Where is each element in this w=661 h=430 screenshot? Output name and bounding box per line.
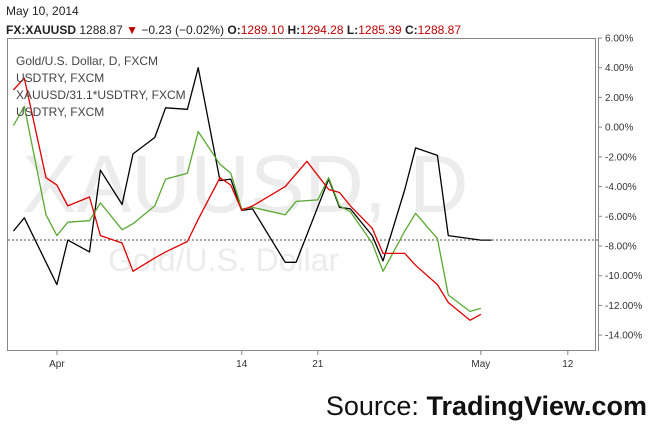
series-line-red bbox=[12, 77, 482, 321]
source-prefix: Source: bbox=[325, 391, 427, 421]
y-axis-ticks: 6.00% 4.00% 2.00% 0.00% -2.00% -4.00% -6.00% -8… bbox=[598, 34, 642, 342]
y-tick-label: 6.00% bbox=[605, 34, 633, 45]
series-group bbox=[12, 67, 492, 321]
y-tick-label: 2.00% bbox=[605, 93, 633, 104]
chart-date: May 10, 2014 bbox=[6, 4, 79, 18]
y-tick-label: -8.00% bbox=[605, 242, 637, 253]
x-tick-label: Apr bbox=[49, 359, 65, 370]
close-label: C: bbox=[404, 23, 418, 37]
quote-line: FX:XAUUSD 1288.87 ▼ −0.23 (−0.02%) O:128… bbox=[6, 23, 461, 37]
high-label: H: bbox=[287, 23, 301, 37]
open-label: O: bbox=[227, 23, 241, 37]
watermark-name: Gold/U.S. Dollar bbox=[108, 242, 340, 278]
legend-item-2: XAUUSD/31.1*USDTRY, FXCM bbox=[16, 88, 186, 102]
low-value: 1285.39 bbox=[358, 23, 402, 37]
y-tick-label: -2.00% bbox=[605, 152, 637, 163]
source-credit: Source: TradingView.com bbox=[326, 391, 647, 422]
y-tick-label: -4.00% bbox=[605, 182, 637, 193]
high-value: 1294.28 bbox=[300, 23, 344, 37]
legend-item-1: USDTRY, FXCM bbox=[16, 71, 104, 85]
last-price: 1288.87 bbox=[79, 23, 123, 37]
y-tick-label: -12.00% bbox=[605, 301, 642, 312]
source-brand: TradingView.com bbox=[426, 391, 647, 421]
series-line-black bbox=[12, 67, 492, 286]
close-value: 1288.87 bbox=[417, 23, 462, 37]
low-label: L: bbox=[346, 23, 359, 37]
price-change: −0.23 (−0.02%) bbox=[141, 23, 225, 37]
legend-item-3: USDTRY, FXCM bbox=[16, 105, 104, 119]
down-arrow-icon: ▼ bbox=[126, 23, 138, 37]
x-tick-label: 14 bbox=[236, 359, 248, 370]
y-tick-label: 4.00% bbox=[605, 63, 633, 74]
x-axis-ticks: Apr 14 21 May 12 bbox=[49, 350, 574, 370]
y-tick-label: -14.00% bbox=[605, 331, 642, 342]
x-tick-label: May bbox=[471, 359, 490, 370]
y-tick-label: 0.00% bbox=[605, 123, 633, 134]
y-tick-label: -6.00% bbox=[605, 212, 637, 223]
symbol[interactable]: FX:XAUUSD bbox=[6, 23, 77, 37]
plot-frame bbox=[7, 38, 596, 351]
watermark-symbol: XAUUSD, D bbox=[22, 139, 469, 230]
y-tick-label: -10.00% bbox=[605, 271, 642, 282]
open-value: 1289.10 bbox=[240, 23, 285, 37]
chart-title: Gold/U.S. Dollar, D, FXCM bbox=[16, 54, 158, 68]
x-tick-label: 12 bbox=[562, 359, 574, 370]
x-tick-label: 21 bbox=[312, 359, 324, 370]
